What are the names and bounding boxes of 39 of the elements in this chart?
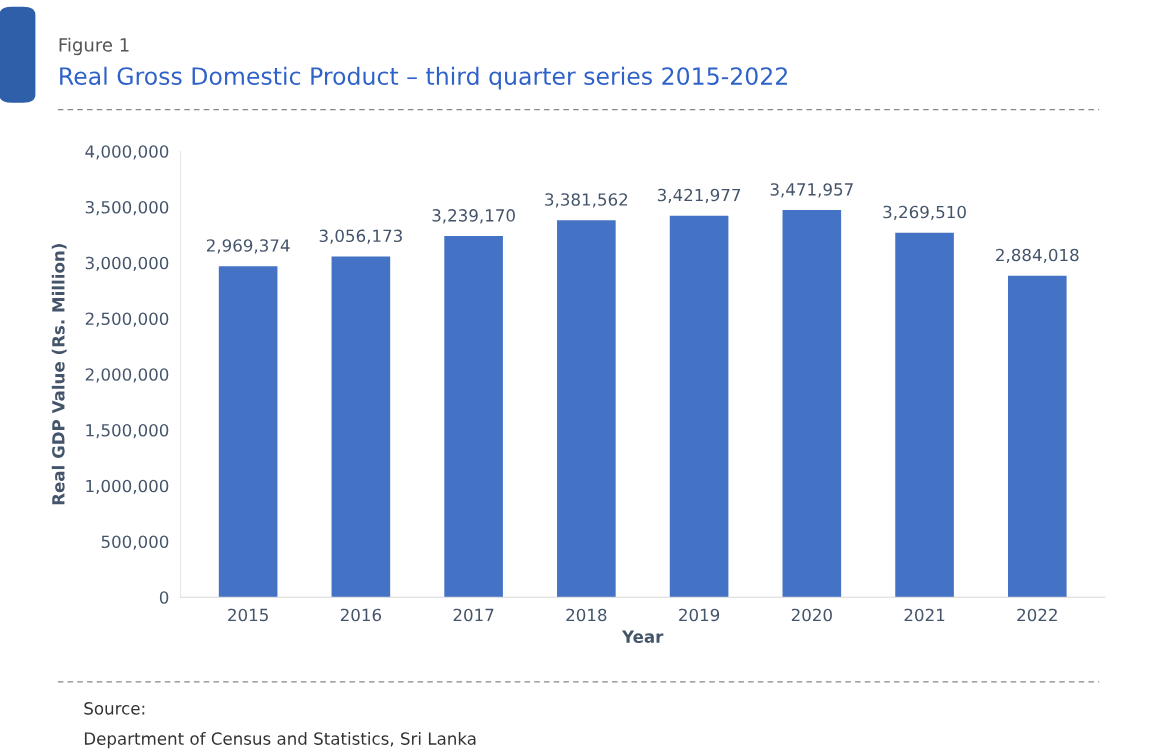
y-tick-label: 1,000,000	[86, 479, 169, 494]
bar	[218, 266, 278, 598]
x-tick-label: 2019	[679, 608, 720, 622]
chart-title: Real Gross Domestic Product – third quarter series 2015-2022	[60, 66, 787, 90]
data-label: 3,269,510	[883, 205, 966, 221]
data-label: 3,056,173	[319, 229, 402, 244]
bar	[1007, 275, 1067, 598]
y-tick-label: 3,000,000	[85, 256, 169, 271]
y-tick-label: 3,500,000	[85, 200, 169, 216]
x-tick-label: 2022	[1017, 608, 1057, 622]
text: Department of Census and Statistics, Sri Lanka	[84, 732, 476, 749]
y-tick-label: 2,000,000	[85, 368, 169, 383]
x-axis-title: Year	[621, 630, 664, 643]
chart-subtitle: Figure 1	[59, 37, 129, 56]
bar	[669, 215, 729, 598]
source-note: Source:	[84, 702, 145, 715]
data-label: 3,421,977	[657, 188, 741, 204]
x-tick-label: 2021	[904, 608, 945, 622]
data-label: 2,969,374	[206, 239, 290, 254]
y-axis-title: Real GDP Value (Rs. Million)	[51, 244, 67, 505]
data-label: 3,381,562	[545, 193, 628, 208]
bar	[782, 210, 842, 598]
bar	[331, 256, 391, 598]
x-tick-label: 2016	[340, 608, 382, 622]
y-tick-label: 4,000,000	[85, 145, 169, 160]
bar	[895, 232, 954, 598]
x-tick-label: 2017	[453, 608, 494, 622]
data-label: 2,884,018	[996, 248, 1079, 263]
bar	[444, 236, 503, 598]
bar	[557, 220, 616, 598]
y-tick-label: 2,500,000	[85, 312, 169, 327]
y-tick-label: 1,500,000	[86, 423, 169, 439]
y-tick-label: 500,000	[101, 535, 169, 550]
x-tick-label: 2015	[228, 608, 268, 622]
data-label: 3,471,957	[770, 183, 853, 198]
x-tick-label: 2018	[566, 608, 607, 622]
data-label: 3,239,170	[432, 209, 515, 224]
x-tick-label: 2020	[791, 608, 832, 622]
y-tick-label: 0	[159, 591, 169, 604]
